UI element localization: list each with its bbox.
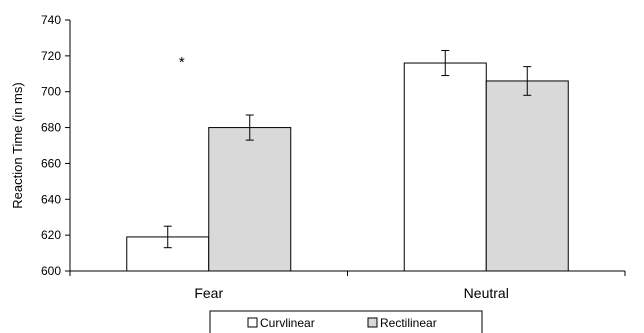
significance-marker: * — [179, 54, 185, 71]
bar-rectilinear-neutral — [485, 80, 569, 272]
x-category-label: Fear — [194, 285, 223, 301]
legend: Curvlinear Rectilinear — [209, 310, 483, 333]
legend-box — [209, 310, 483, 333]
y-tick-label: 740 — [41, 13, 61, 27]
y-tick-label: 700 — [41, 85, 61, 99]
y-tick-label: 660 — [41, 156, 61, 170]
legend-swatch-curvlinear — [247, 317, 258, 328]
y-tick-label: 620 — [41, 228, 61, 242]
legend-label-curvlinear: Curvlinear — [260, 316, 315, 330]
error-bars — [163, 49, 532, 249]
y-tick-label: 600 — [41, 264, 61, 278]
y-tick-label: 640 — [41, 192, 61, 206]
bar-curvlinear-neutral — [403, 62, 487, 272]
legend-swatch-rectilinear — [367, 317, 378, 328]
y-axis-label: Reaction Time (in ms) — [10, 82, 25, 208]
x-category-label: Neutral — [464, 285, 509, 301]
legend-label-rectilinear: Rectilinear — [380, 316, 437, 330]
bars — [126, 62, 569, 272]
labels: 600 620 640 660 680 700 720 740 Fear Neutral * — [41, 13, 509, 301]
bar-rectilinear-fear — [208, 127, 292, 272]
y-tick-label: 720 — [41, 49, 61, 63]
y-tick-label: 680 — [41, 121, 61, 135]
